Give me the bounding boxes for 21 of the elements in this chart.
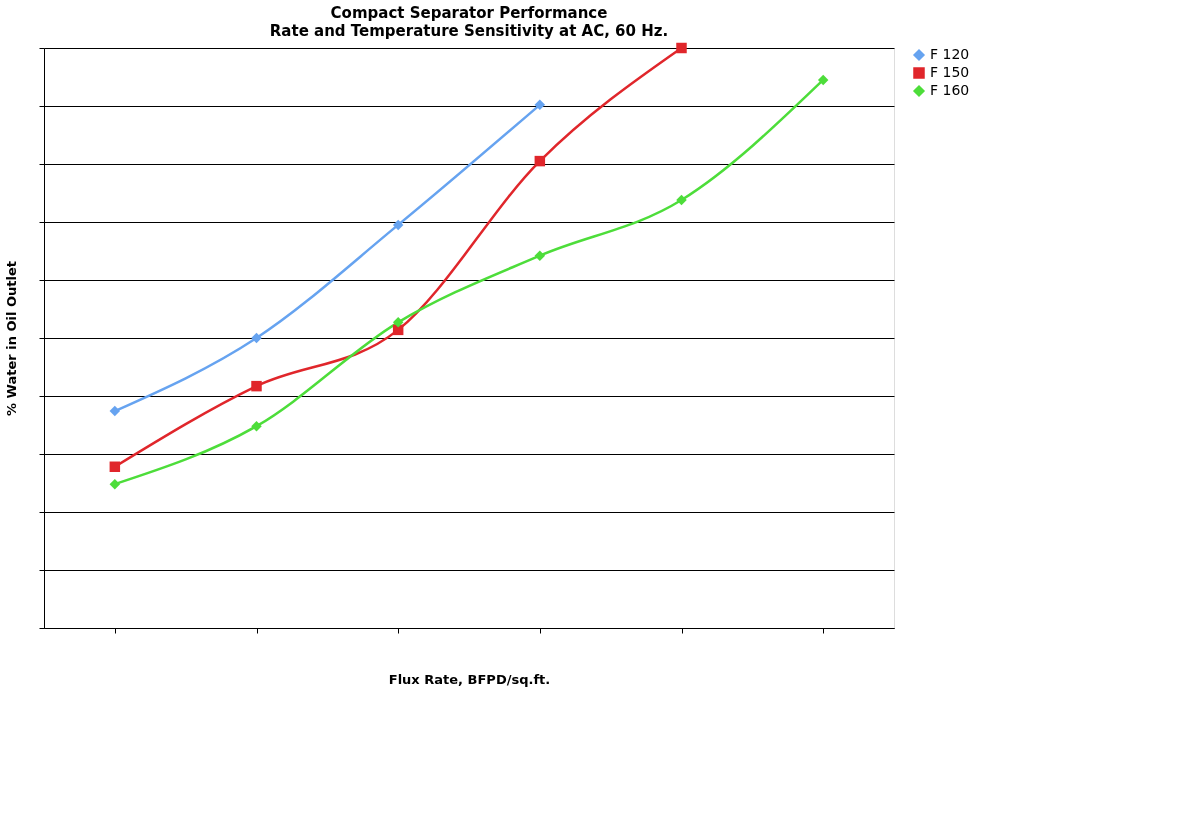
chart-subtitle: Rate and Temperature Sensitivity at AC, 60 Hz. [269,21,669,40]
point [251,420,262,432]
x-axis-title: Flux Rate, BFPD/sq.ft. [388,672,551,687]
point [817,74,829,86]
y-axis-title: % Water in Oil Outlet [4,261,19,416]
point [251,332,262,344]
legend-label: F 160 [930,82,970,98]
point [251,380,262,392]
chart-title: Compact Separator Performance [330,3,608,22]
point [109,478,121,490]
point [534,155,546,167]
point [109,405,121,417]
point [392,219,404,231]
point [534,99,546,111]
point [109,461,121,472]
point [676,42,687,54]
legend-label: F 120 [930,46,970,62]
legend-label: F 150 [930,64,970,80]
point [676,194,687,206]
point [534,250,546,261]
point [392,317,404,328]
